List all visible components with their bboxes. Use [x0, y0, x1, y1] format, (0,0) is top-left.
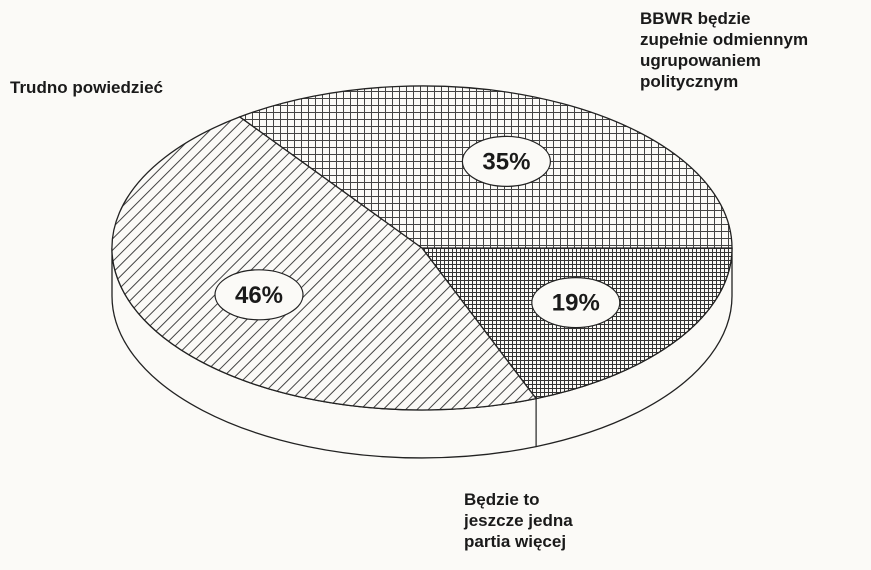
value-label-oval	[461, 135, 551, 187]
value-label: 46%	[214, 269, 304, 321]
value-label-text: 35%	[482, 148, 530, 175]
slice-label-line: zupełnie odmiennym	[640, 30, 809, 49]
value-label-oval	[214, 269, 304, 321]
value-label-oval	[531, 277, 621, 329]
slice-label-line: Będzie to	[464, 490, 540, 509]
slice-label-bbwr: BBWR będzie zupełnie odmiennym ugrupowan…	[640, 8, 808, 92]
value-label: 35%	[461, 135, 551, 187]
slice-label-trudno: Trudno powiedzieć	[10, 77, 163, 98]
slice-label-line: BBWR będzie	[640, 9, 751, 28]
slice-label-line: politycznym	[640, 72, 739, 91]
slice-label-partia: Będzie to jeszcze jedna partia więcej	[464, 489, 573, 552]
pie-slice	[111, 116, 538, 411]
value-label-text: 46%	[235, 282, 283, 309]
slice-label-line: ugrupowaniem	[640, 51, 761, 70]
slice-label-line: Trudno powiedzieć	[10, 78, 164, 97]
slice-label-line: jeszcze jedna	[464, 511, 573, 530]
value-label: 19%	[531, 277, 621, 329]
slice-label-line: partia więcej	[464, 532, 567, 551]
value-label-text: 19%	[552, 290, 600, 317]
